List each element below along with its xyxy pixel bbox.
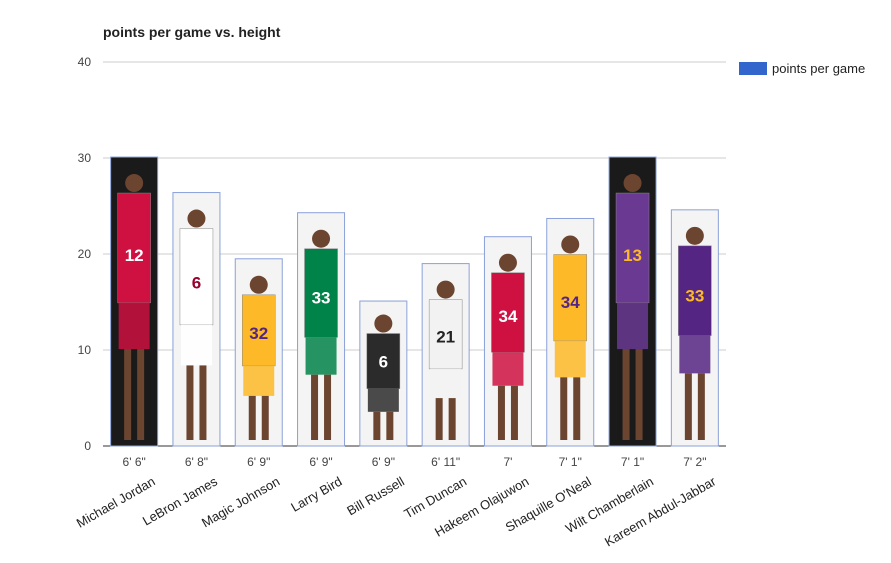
bar-7[interactable]: 34 bbox=[483, 236, 532, 447]
player-shorts bbox=[617, 302, 649, 350]
player-leg bbox=[137, 349, 145, 440]
player-shorts bbox=[180, 324, 212, 366]
player-leg bbox=[635, 349, 643, 440]
player-shorts bbox=[492, 352, 524, 386]
jersey-number: 33 bbox=[312, 289, 331, 308]
player-leg bbox=[684, 373, 692, 440]
player-head bbox=[561, 235, 580, 254]
player-shorts bbox=[243, 365, 275, 396]
player-jersey bbox=[242, 294, 276, 367]
y-tick-label: 10 bbox=[78, 343, 92, 357]
bar-5[interactable]: 6 bbox=[359, 300, 408, 447]
x-tick-label: 7' 1" bbox=[559, 455, 582, 469]
player-leg bbox=[261, 395, 269, 440]
player-name-label: Bill Russell bbox=[344, 474, 407, 519]
player-leg bbox=[497, 385, 505, 440]
legend-label: points per game bbox=[772, 61, 866, 76]
player-leg bbox=[199, 365, 207, 440]
player-jersey bbox=[553, 254, 587, 342]
player-shorts bbox=[679, 335, 711, 374]
player-head bbox=[436, 280, 455, 299]
player-head bbox=[623, 174, 642, 193]
jersey-number: 32 bbox=[249, 324, 268, 343]
y-tick-label: 40 bbox=[78, 55, 92, 69]
player-leg bbox=[311, 374, 319, 440]
player-leg bbox=[373, 411, 381, 440]
x-tick-label: 6' 11" bbox=[431, 455, 460, 469]
player-name-label: Larry Bird bbox=[288, 474, 344, 515]
bar-8[interactable]: 34 bbox=[546, 217, 595, 447]
player-name-label: Kareem Abdul-Jabbar bbox=[602, 473, 719, 549]
player-leg bbox=[697, 373, 705, 440]
bar-9[interactable]: 13 bbox=[608, 156, 657, 447]
player-shorts bbox=[367, 388, 399, 412]
bar-1[interactable]: 12 bbox=[110, 156, 159, 447]
player-leg bbox=[248, 395, 256, 440]
player-leg bbox=[573, 377, 581, 440]
player-jersey bbox=[428, 299, 463, 370]
x-tick-label: 6' 9" bbox=[247, 455, 270, 469]
x-tick-label: 7' 2" bbox=[683, 455, 706, 469]
player-jersey bbox=[117, 192, 151, 304]
player-leg bbox=[622, 349, 630, 440]
chart-title: points per game vs. height bbox=[103, 24, 281, 40]
player-jersey bbox=[678, 245, 712, 336]
player-jersey bbox=[304, 248, 338, 338]
bar-6[interactable]: 21 bbox=[421, 263, 470, 447]
jersey-number: 13 bbox=[623, 246, 642, 265]
jersey-number: 34 bbox=[561, 293, 580, 312]
y-tick-label: 0 bbox=[84, 439, 91, 453]
player-leg bbox=[324, 374, 332, 440]
player-leg bbox=[386, 411, 394, 440]
player-leg bbox=[186, 365, 194, 440]
bar-3[interactable]: 32 bbox=[234, 258, 283, 447]
bar-2[interactable]: 6 bbox=[172, 192, 221, 447]
y-tick-label: 20 bbox=[78, 247, 92, 261]
player-shorts bbox=[430, 368, 462, 399]
legend[interactable]: points per game bbox=[739, 61, 865, 76]
jersey-number: 21 bbox=[436, 328, 455, 347]
player-head bbox=[498, 253, 517, 272]
player-shorts bbox=[305, 337, 337, 375]
player-leg bbox=[448, 398, 456, 440]
player-jersey bbox=[366, 333, 401, 389]
player-shorts bbox=[554, 340, 586, 378]
player-head bbox=[249, 275, 268, 294]
jersey-number: 6 bbox=[192, 273, 201, 292]
x-tick-label: 6' 6" bbox=[123, 455, 146, 469]
player-leg bbox=[560, 377, 568, 440]
bar-10[interactable]: 33 bbox=[670, 209, 719, 447]
player-leg bbox=[435, 398, 443, 440]
player-shorts bbox=[118, 302, 150, 350]
x-tick-label: 6' 9" bbox=[372, 455, 395, 469]
y-tick-label: 30 bbox=[78, 151, 92, 165]
jersey-number: 34 bbox=[498, 307, 517, 326]
jersey-number: 33 bbox=[685, 286, 704, 305]
player-head bbox=[312, 229, 331, 248]
jersey-number: 12 bbox=[125, 246, 144, 265]
jersey-number: 6 bbox=[379, 353, 388, 372]
player-leg bbox=[510, 385, 518, 440]
player-jersey bbox=[491, 272, 525, 353]
x-tick-label: 6' 8" bbox=[185, 455, 208, 469]
player-leg bbox=[124, 349, 132, 440]
x-tick-label: 7' bbox=[503, 455, 512, 469]
player-head bbox=[125, 174, 144, 193]
player-head bbox=[685, 226, 704, 245]
bar-4[interactable]: 33 bbox=[297, 212, 346, 447]
x-tick-label: 6' 9" bbox=[309, 455, 332, 469]
x-tick-label: 7' 1" bbox=[621, 455, 644, 469]
player-head bbox=[374, 314, 393, 333]
player-jersey bbox=[615, 192, 650, 304]
legend-swatch bbox=[739, 62, 767, 75]
player-head bbox=[187, 209, 206, 228]
